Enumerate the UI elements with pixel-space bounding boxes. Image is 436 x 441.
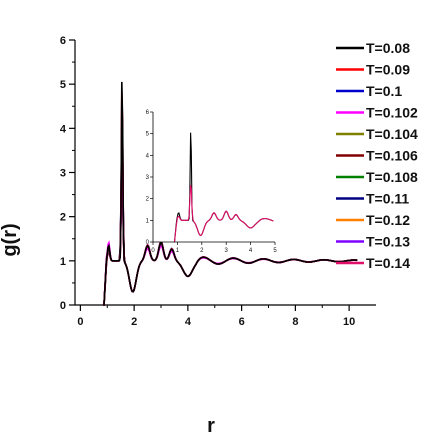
inset-y-tick-label: 4 <box>146 153 150 159</box>
inset-y-tick-label: 5 <box>146 132 150 138</box>
y-tick-label: 2 <box>60 212 66 224</box>
x-axis-title: r <box>207 415 215 436</box>
y-axis-title: g(r) <box>0 223 21 256</box>
inset-y-tick-label: 6 <box>146 110 150 116</box>
inset-x-tick-label: 2 <box>200 248 204 254</box>
x-tick-label: 2 <box>131 316 137 328</box>
inset-y-tick-label: 1 <box>146 218 150 224</box>
x-tick-label: 4 <box>185 316 192 328</box>
inset-x-tick-label: 3 <box>225 248 229 254</box>
x-tick-label: 6 <box>239 316 245 328</box>
x-tick-label: 8 <box>292 316 298 328</box>
legend-label: T=0.14 <box>366 255 410 271</box>
legend-label: T=0.13 <box>366 234 410 250</box>
inset-y-tick-label: 3 <box>146 175 150 181</box>
inset-background <box>153 112 275 242</box>
y-tick-label: 3 <box>60 168 66 180</box>
x-tick-label: 10 <box>343 316 355 328</box>
legend-label: T=0.1 <box>366 83 402 99</box>
inset-x-tick-label: 4 <box>249 248 253 254</box>
inset-x-tick-label: 0 <box>151 248 155 254</box>
legend-label: T=0.11 <box>366 191 409 207</box>
y-tick-label: 5 <box>60 79 66 91</box>
y-tick-label: 1 <box>60 256 66 268</box>
inset-x-tick-label: 5 <box>273 248 277 254</box>
legend-label: T=0.08 <box>366 40 410 56</box>
legend-label: T=0.12 <box>366 212 410 228</box>
legend-label: T=0.09 <box>366 62 410 78</box>
series-line <box>103 81 358 306</box>
y-tick-label: 6 <box>60 35 66 47</box>
x-tick-label: 0 <box>77 316 83 328</box>
inset-series-line <box>173 184 274 243</box>
legend-label: T=0.104 <box>366 126 418 142</box>
inset-y-tick-label: 0 <box>146 240 150 246</box>
inset-x-tick-label: 1 <box>176 248 180 254</box>
legend-label: T=0.108 <box>366 169 418 185</box>
inset-y-tick-label: 2 <box>146 197 150 203</box>
y-tick-label: 4 <box>60 123 67 135</box>
y-tick-label: 0 <box>60 300 66 312</box>
legend-label: T=0.106 <box>366 148 418 164</box>
legend-label: T=0.102 <box>366 105 418 121</box>
